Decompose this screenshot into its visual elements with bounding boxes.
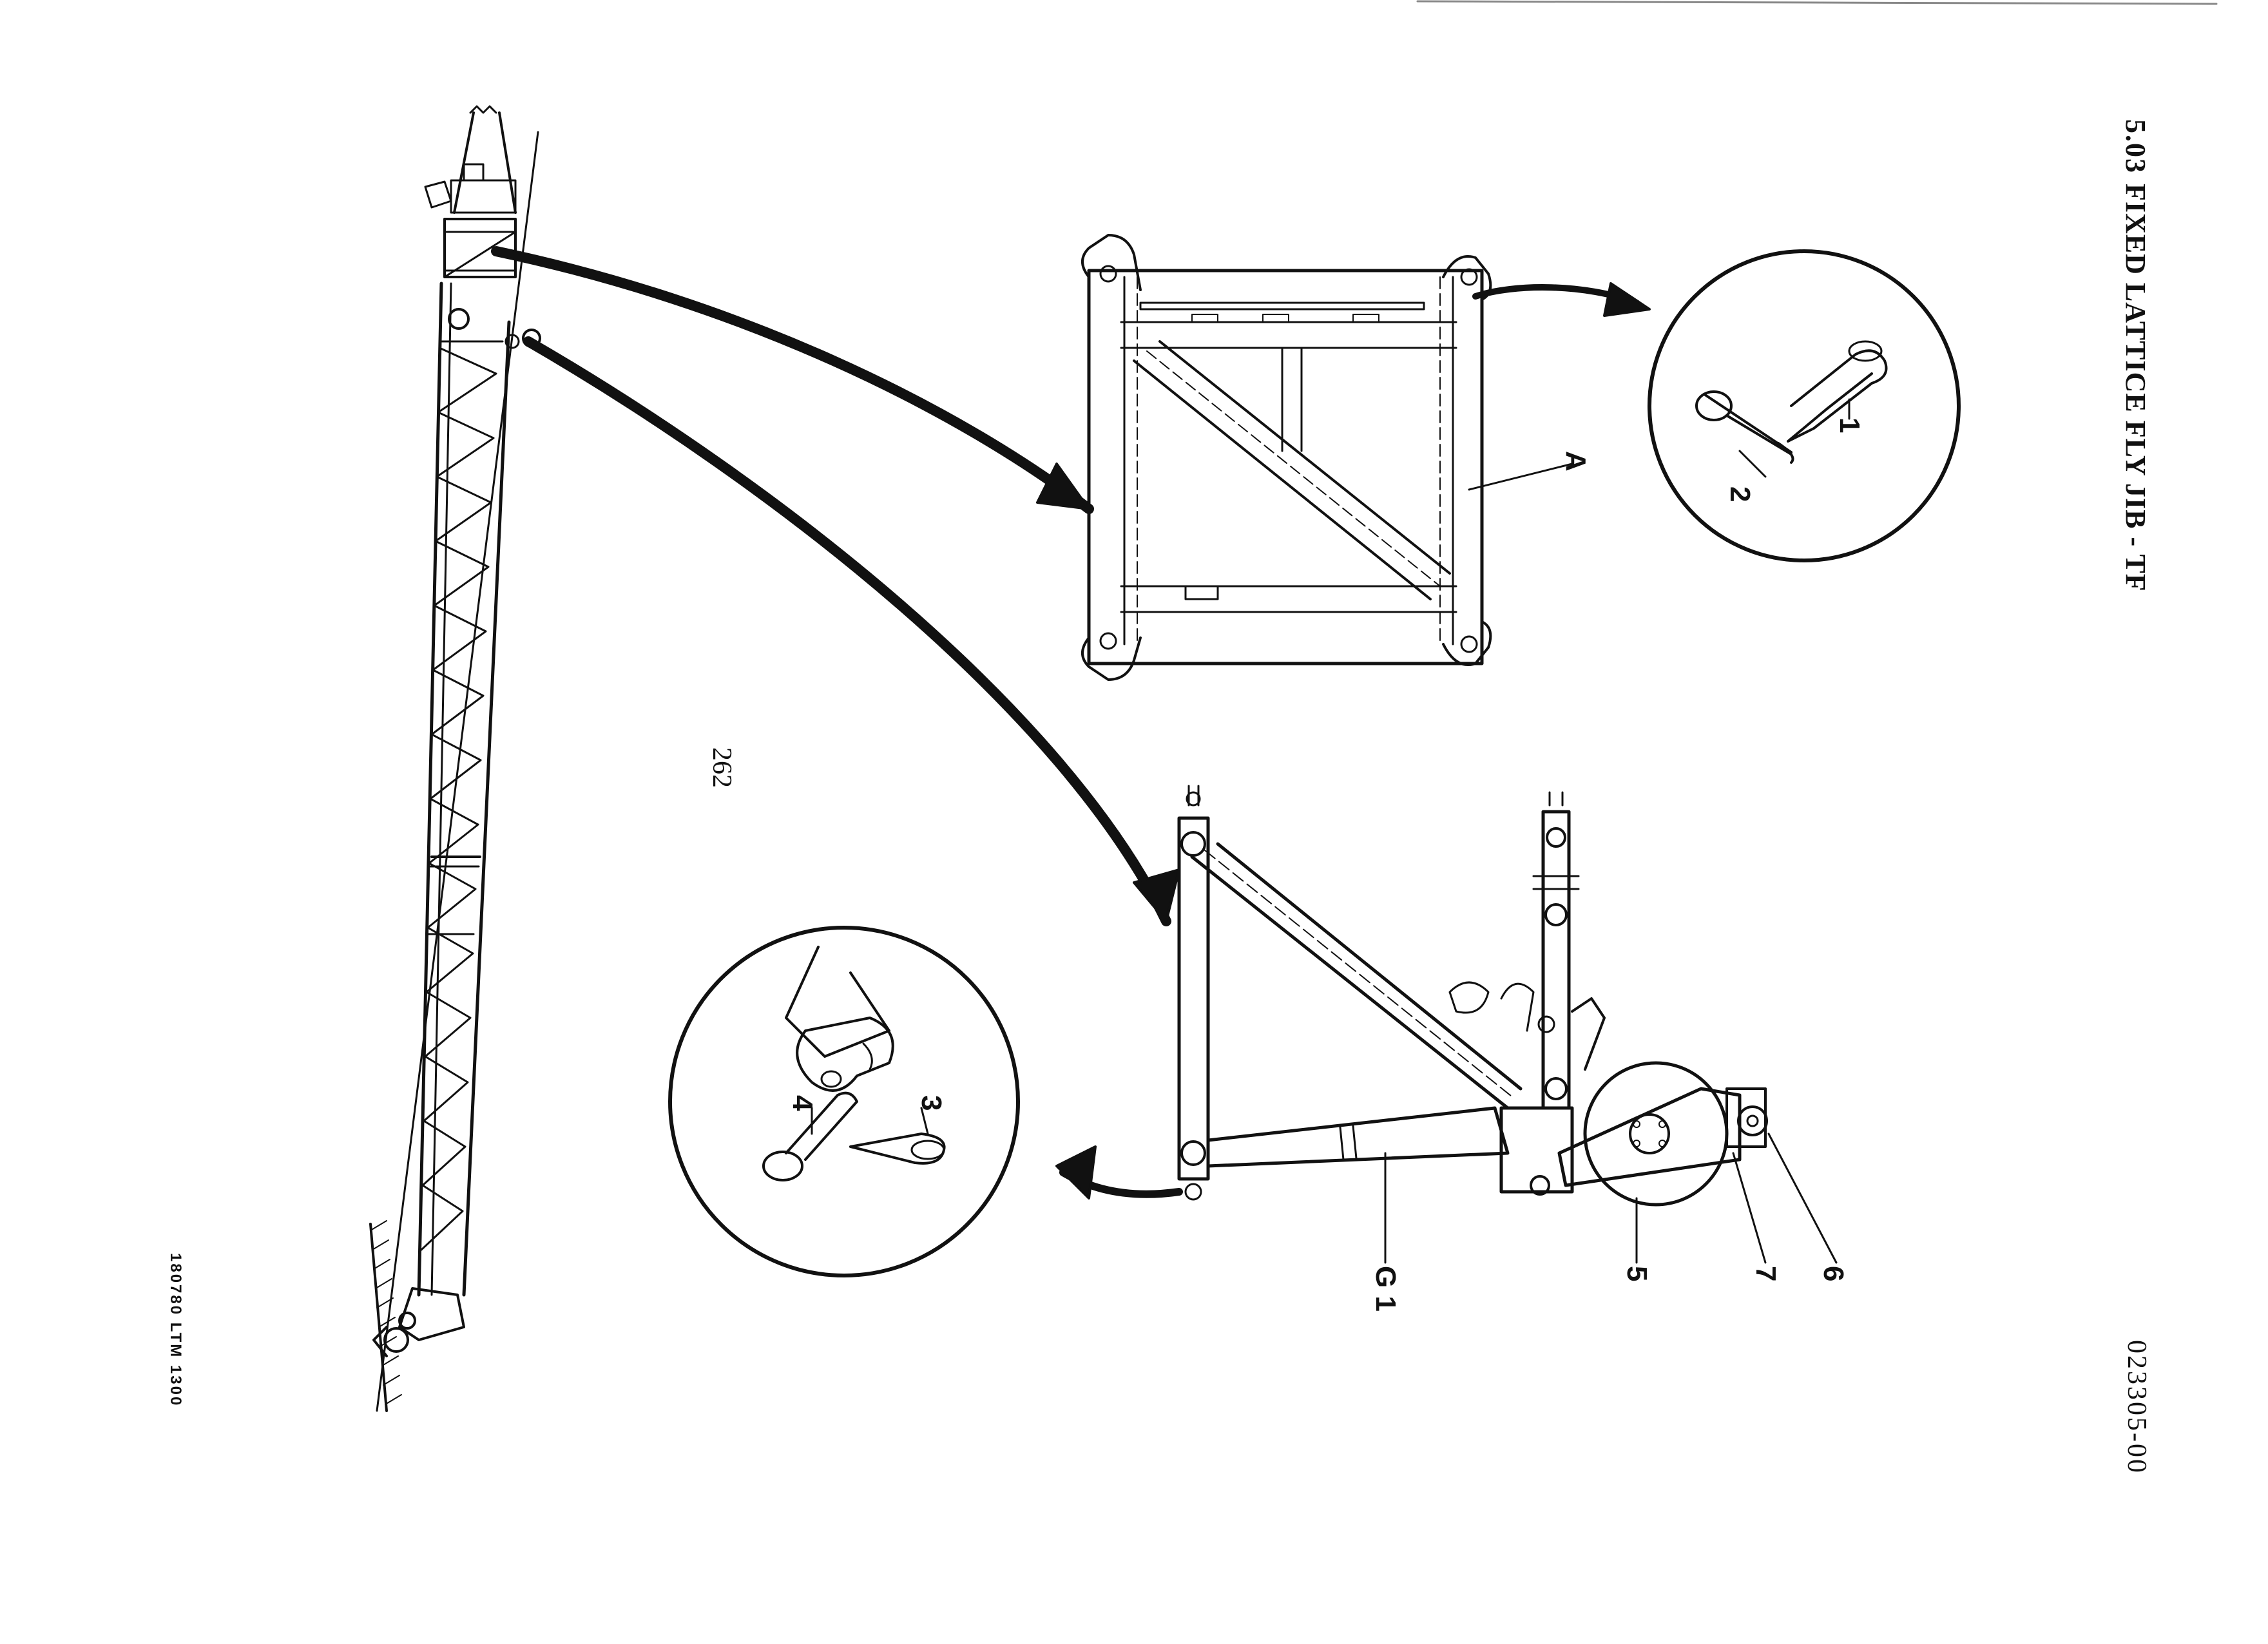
callout-6: 6 [1818,1266,1849,1282]
drawing-number: 023305-00 [2122,1340,2151,1475]
page-number: 262 [707,747,736,788]
pin-and-retaining-clip-detail-bottom [668,926,1020,1277]
callout-a: A [1560,451,1591,472]
document-reference: 180780 LTM 1300 [167,1253,184,1408]
callout-3: 3 [916,1095,947,1111]
callout-5: 5 [1621,1266,1653,1282]
callout-4: 4 [787,1095,818,1111]
jib-overview-icon [369,105,541,1412]
callout-1: 1 [1834,417,1865,434]
section-title: FIXED LATTICE FLY JIB - TF [2120,184,2151,592]
section-number: 5.03 [2120,119,2151,174]
callout-g1: G 1 [1370,1266,1401,1312]
callout-2: 2 [1724,486,1756,502]
head-section-g1-detail [1177,785,1838,1264]
lattice-section-a-detail [1081,234,1573,681]
callout-7: 7 [1750,1266,1782,1282]
pin-and-retaining-clip-detail-top [1648,249,1961,562]
